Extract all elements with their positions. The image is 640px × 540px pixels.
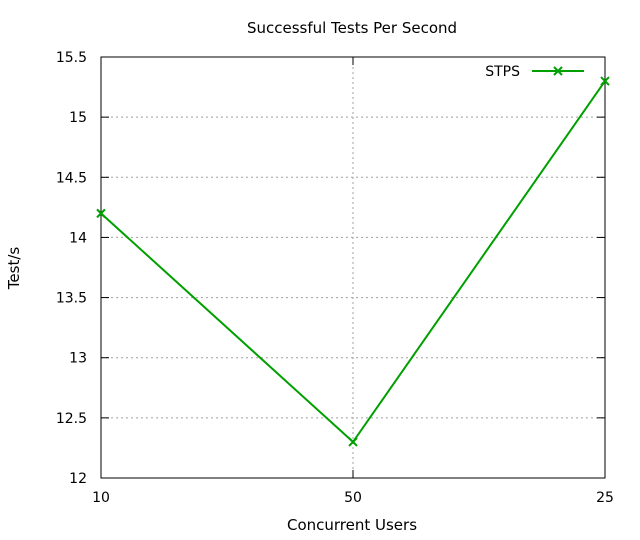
data-point: [96, 208, 106, 219]
x-tick-label: 50: [344, 490, 362, 506]
legend-marker-stps: [553, 66, 563, 76]
y-tick-label: 14: [69, 230, 87, 246]
data-point: [348, 437, 358, 447]
y-tick-label: 15: [69, 110, 87, 126]
chart-title: Successful Tests Per Second: [247, 19, 457, 37]
x-tick-label: 10: [92, 490, 110, 506]
y-tick-label: 12.5: [56, 411, 87, 427]
legend-label-stps: STPS: [485, 64, 520, 80]
y-axis-title: Test/s: [5, 247, 23, 291]
x-axis-title: Concurrent Users: [287, 516, 417, 534]
grid-lines: [101, 57, 605, 478]
y-tick-label: 12: [69, 471, 87, 487]
data-point: [600, 76, 610, 86]
x-tick-labels: 10 50 25: [92, 490, 614, 506]
axis-ticks: [100, 56, 606, 479]
x-tick-label: 25: [596, 490, 614, 506]
y-tick-label: 15.5: [56, 50, 87, 66]
y-tick-label: 13: [69, 351, 87, 367]
series-layer: [96, 76, 610, 447]
legend: STPS: [485, 64, 584, 80]
y-tick-label: 13.5: [56, 291, 87, 307]
y-tick-labels: 12 12.5 13 13.5 14 14.5 15 15.5: [56, 50, 87, 487]
y-tick-label: 14.5: [56, 170, 87, 186]
